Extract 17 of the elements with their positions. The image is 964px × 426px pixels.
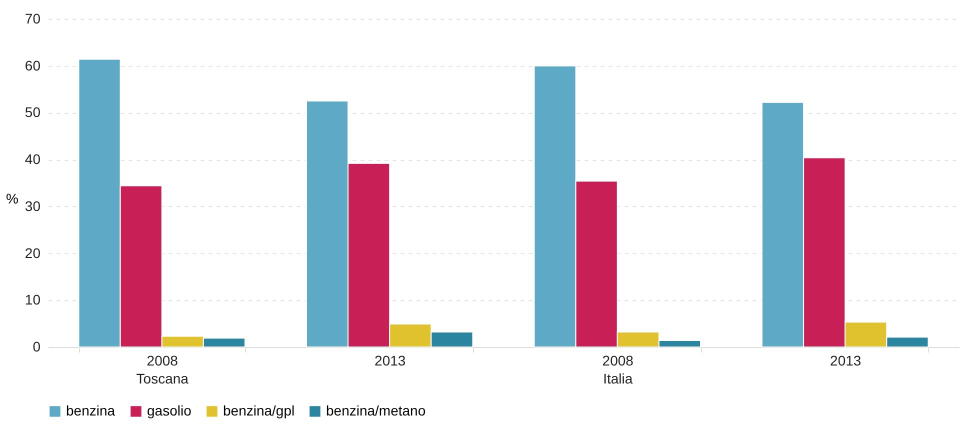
y-tick-label: 70 <box>24 10 41 26</box>
x-tick-label: 2013 <box>374 352 406 368</box>
legend-label: gasolio <box>147 402 192 418</box>
x-tick-label: 2008 Toscana <box>136 352 189 386</box>
y-tick-label: 30 <box>24 198 41 214</box>
y-tick-label: 20 <box>24 244 41 261</box>
y-tick-label: 40 <box>24 151 41 168</box>
y-tick-label: 10 <box>24 292 41 308</box>
y-tick-label: 60 <box>24 57 41 74</box>
y-tick-label: 50 <box>24 104 41 120</box>
x-tick-label: 2013 <box>830 352 862 368</box>
x-tick-label: 2008 Italia <box>602 352 634 386</box>
legend-label: benzina <box>66 402 116 418</box>
legend-label: benzina/gpl <box>223 402 295 418</box>
legend-label: benzina/metano <box>326 402 426 418</box>
y-axis-title: % <box>6 190 18 206</box>
y-tick-label: 0 <box>32 338 41 354</box>
